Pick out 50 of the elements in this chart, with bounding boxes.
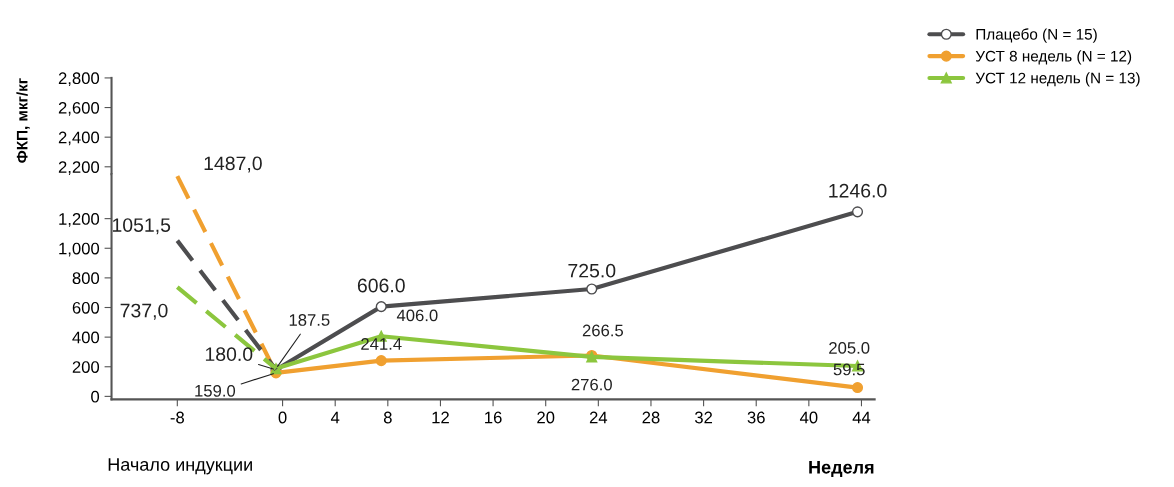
- data-label: 725.0: [568, 263, 616, 278]
- data-label: 606.0: [357, 278, 405, 293]
- y-tick-label: 2,800: [58, 72, 100, 87]
- x-tick-label: 4: [330, 411, 340, 424]
- x-tick-label: 32: [694, 411, 713, 424]
- legend-label: УСТ 12 недель (N = 13): [975, 72, 1140, 87]
- data-label: 59.5: [833, 363, 865, 376]
- y-axis-title: ФКП, мкг/кг: [16, 78, 30, 163]
- x-tick-label: 0: [278, 411, 287, 424]
- point: [851, 206, 864, 218]
- point: [851, 382, 864, 394]
- x-tick-label: 16: [485, 411, 502, 424]
- y-tick-label: 2,600: [58, 101, 100, 116]
- data-label: 241.4: [361, 338, 402, 350]
- y-tick-label: 200: [72, 361, 100, 373]
- legend-label: УСТ 8 недель (N = 12): [975, 50, 1132, 65]
- point: [586, 283, 598, 295]
- y-tick-label: 2,200: [58, 161, 100, 175]
- data-label: 180.0: [205, 347, 253, 362]
- y-tick-label: 800: [72, 272, 100, 285]
- x-tick-label: 44: [852, 411, 871, 424]
- x-tick-label: 36: [747, 411, 765, 424]
- data-label: 1487,0: [204, 156, 262, 173]
- y-tick-label: 600: [72, 301, 100, 314]
- text: Начало индукции: [108, 458, 252, 475]
- data-label: 266.5: [582, 324, 624, 337]
- y-tick-label: 1,000: [59, 242, 100, 257]
- data-label: 159.0: [195, 384, 236, 397]
- x-tick-label: 40: [799, 411, 818, 424]
- legend-label: Плацебо (N = 15): [976, 28, 1097, 43]
- y-tick-label: 1,200: [59, 213, 100, 227]
- data-label: 187.5: [289, 314, 330, 326]
- point: [375, 301, 387, 313]
- x-tick-label: 28: [642, 411, 660, 424]
- data-label: 737,0: [120, 303, 168, 320]
- y-tick-label: 0: [91, 390, 100, 403]
- y-tick-label: 2,400: [58, 131, 100, 146]
- data-label: 406.0: [396, 309, 438, 322]
- data-label: 1246.0: [829, 183, 887, 198]
- data-label: 1051,5: [112, 218, 171, 235]
- x-axis-title: Неделя: [809, 461, 874, 478]
- y-tick-label: 400: [72, 331, 100, 344]
- data-label: 205.0: [829, 342, 870, 354]
- x-tick-label: 8: [383, 411, 392, 424]
- x-tick-label: 20: [537, 411, 555, 424]
- x-tick-label: 24: [589, 411, 608, 424]
- point: [375, 355, 387, 367]
- data-label: 276.0: [571, 378, 612, 391]
- x-tick-label: 12: [432, 411, 449, 424]
- x-tick-label: -8: [170, 411, 184, 424]
